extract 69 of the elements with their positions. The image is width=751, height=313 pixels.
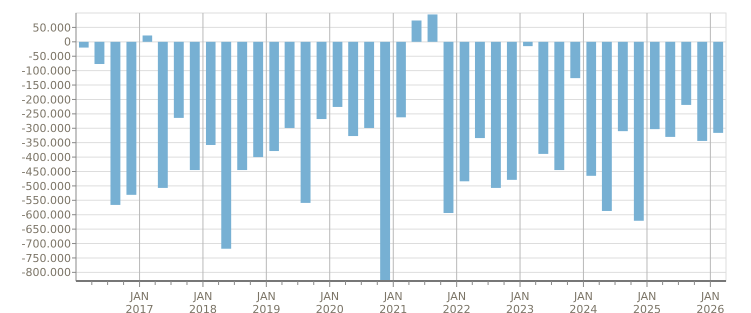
bar bbox=[300, 42, 311, 203]
bar bbox=[697, 42, 708, 141]
bar bbox=[602, 42, 612, 211]
bar bbox=[142, 35, 152, 42]
y-tick-label: -50.000 bbox=[28, 50, 71, 64]
y-tick-label: -450.000 bbox=[22, 165, 71, 178]
x-tick-label: JAN 2024 bbox=[569, 290, 598, 313]
x-tick-label: JAN 2022 bbox=[442, 290, 471, 313]
bar bbox=[110, 42, 120, 205]
bar bbox=[460, 42, 470, 182]
x-tick-label: JAN 2017 bbox=[126, 290, 154, 313]
bar bbox=[474, 42, 485, 138]
bar bbox=[206, 42, 216, 145]
bar bbox=[237, 42, 248, 170]
y-tick-label: -800.000 bbox=[22, 266, 71, 280]
bar bbox=[444, 42, 454, 213]
bar bbox=[665, 42, 676, 137]
y-tick-label: 0 bbox=[64, 36, 71, 49]
bar bbox=[364, 42, 374, 128]
y-tick-label: -550.000 bbox=[22, 194, 71, 208]
bar bbox=[221, 42, 232, 249]
bar bbox=[253, 42, 264, 158]
bar bbox=[126, 42, 136, 195]
y-tick-label: -750.000 bbox=[22, 252, 71, 265]
bar bbox=[412, 20, 422, 42]
bar bbox=[523, 42, 533, 46]
bar bbox=[174, 42, 184, 118]
bar bbox=[78, 42, 89, 48]
y-tick-label: 50.000 bbox=[32, 21, 71, 34]
bar bbox=[713, 42, 724, 133]
bar bbox=[316, 42, 327, 120]
y-tick-label: -350.000 bbox=[22, 136, 71, 150]
x-tick-label: JAN 2018 bbox=[188, 290, 217, 313]
y-tick-label: -250.000 bbox=[22, 108, 71, 121]
bar bbox=[158, 42, 168, 188]
y-tick-label: -150.000 bbox=[22, 78, 71, 92]
x-tick-label: JAN 2026 bbox=[696, 290, 724, 313]
bar bbox=[380, 42, 390, 281]
bar bbox=[490, 42, 501, 188]
y-tick-label: -700.000 bbox=[22, 237, 71, 250]
bar bbox=[348, 42, 358, 136]
y-tick-label: -500.000 bbox=[22, 180, 71, 193]
bar bbox=[396, 42, 406, 118]
bar bbox=[284, 42, 295, 128]
bar bbox=[190, 42, 200, 170]
bar bbox=[428, 14, 438, 42]
y-tick-label: -600.000 bbox=[22, 208, 71, 222]
bar bbox=[554, 42, 564, 170]
x-tick-label: JAN 2020 bbox=[316, 290, 344, 313]
x-tick-label: JAN 2023 bbox=[506, 290, 534, 313]
y-tick-label: -650.000 bbox=[22, 222, 71, 236]
x-tick-label: JAN 2025 bbox=[632, 290, 661, 313]
bar bbox=[618, 42, 628, 132]
y-tick-label: -200.000 bbox=[22, 93, 71, 106]
bar bbox=[269, 42, 279, 152]
x-tick-label: JAN 2019 bbox=[252, 290, 280, 313]
bar bbox=[538, 42, 548, 154]
y-tick-label: -400.000 bbox=[22, 150, 71, 164]
bar bbox=[570, 42, 580, 78]
y-tick-label: -100.000 bbox=[22, 64, 71, 78]
x-tick-label: JAN 2021 bbox=[379, 290, 408, 313]
y-tick-label: -300.000 bbox=[22, 122, 71, 136]
bar bbox=[586, 42, 596, 176]
bar bbox=[332, 42, 342, 107]
bar bbox=[634, 42, 644, 221]
bar bbox=[506, 42, 517, 180]
bar bbox=[650, 42, 660, 130]
bar bbox=[681, 42, 692, 105]
bar bbox=[94, 42, 104, 64]
